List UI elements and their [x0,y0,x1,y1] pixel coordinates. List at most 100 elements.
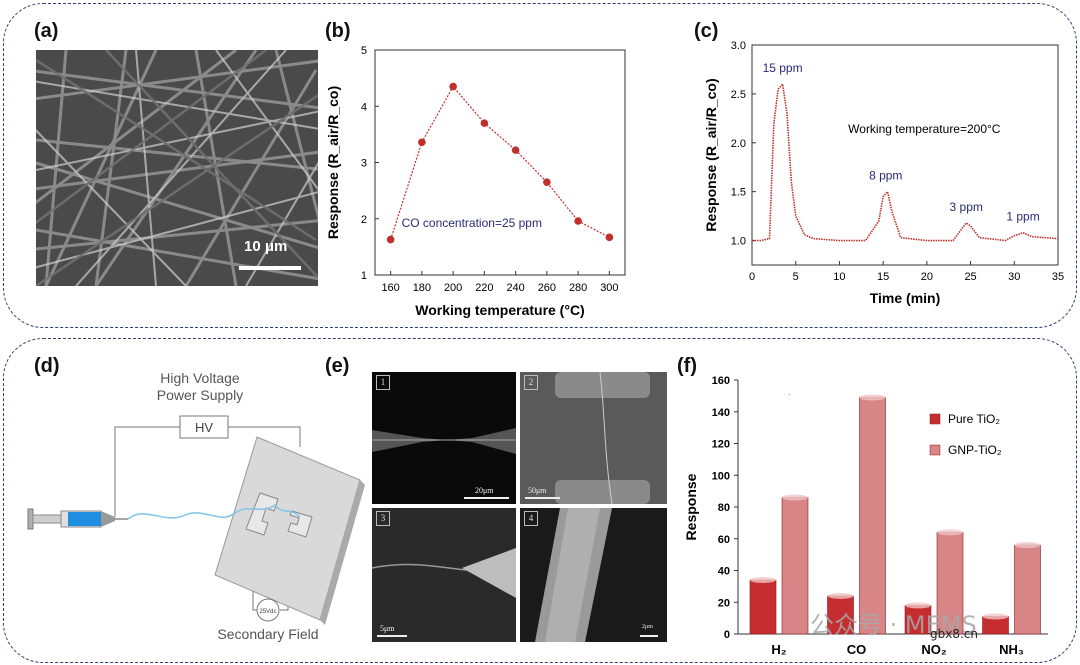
tile-2-image [555,372,650,504]
bar [859,397,886,635]
voltmeter [256,598,280,622]
y-tick-label: 1.5 [731,187,746,199]
data-point [605,233,614,242]
data-point [574,217,582,225]
y-axis-label: Response (R_air/R_co) [703,78,719,231]
bar-cap [750,577,776,584]
bar [1014,544,1041,635]
y-tick-label: 80 [718,502,730,514]
annotation: Working temperature=200°C [848,122,1001,136]
sem-fiber-texture [36,50,318,286]
data-point [543,178,551,186]
panel-label-f: (f) [677,355,697,377]
stray-dot: . [788,387,791,398]
electrode-pads [245,492,313,538]
y-tick-label: 2.0 [731,138,746,150]
collector-plate [214,436,361,621]
x-tick-label: 240 [506,282,524,294]
x-tick-label: 280 [569,282,587,294]
x-tick-label: 200 [444,282,462,294]
tile-2-scale-bar [525,497,560,499]
panel-label-a: (a) [34,20,59,42]
plot-frame [374,49,626,276]
tile-3-image [372,548,516,598]
panel-label-d: (d) [34,355,60,377]
x-tick-label: 0 [749,271,755,283]
y-tick-label: 2 [361,214,367,226]
peak-label: 8 ppm [869,169,902,183]
x-tick-label: 25 [964,271,976,283]
sem-tile-2: 2 50μm [520,372,667,504]
y-tick-label: 3 [361,158,367,170]
series-line [390,85,610,240]
x-tick-label: CO [847,642,867,657]
y-tick-label: 0 [724,629,730,641]
tile-1-scale-text: 20μm [475,486,494,495]
y-axis-label: Response (R_air/R_co) [325,86,341,239]
tile-2-number: 2 [524,375,538,390]
tile-3-number: 3 [376,511,390,526]
tile-4-number: 4 [524,511,538,526]
y-tick-label: 120 [712,439,730,451]
secondary-field-label: Secondary Field [217,626,318,642]
y-tick-label: 2.5 [731,89,746,101]
y-tick-label: 160 [712,375,730,387]
y-tick-label: 100 [712,470,730,482]
legend-label: Pure TiO₂ [948,412,1000,426]
bar-cap [827,592,854,599]
x-tick-label: 30 [1008,271,1020,283]
x-tick-label: 35 [1052,271,1064,283]
tile-4-scale-text: 2μm [642,624,653,630]
legend-swatch [929,444,941,456]
x-tick-label: 220 [475,282,493,294]
tile-3-scale-text: 5μm [380,624,395,633]
sem-scale-text: 10 μm [244,238,288,255]
supply-label-line1: High Voltage [160,370,240,386]
bar-cap [782,494,808,501]
y-axis-label: Response [683,473,699,540]
y-tick-label: 3.0 [731,40,746,52]
tile-1-scale-bar [464,497,509,499]
x-tick-label: 180 [413,282,431,294]
x-tick-label: 300 [600,282,618,294]
y-tick-label: 40 [718,566,730,578]
bar-cap [859,394,886,401]
y-tick-label: 60 [718,534,730,546]
voltmeter-label: 25Vdc [259,609,276,615]
supply-label-line2: Power Supply [157,387,243,403]
data-point [480,119,489,127]
bar [936,532,964,635]
fiber-jet [127,503,301,520]
hv-box [179,415,229,439]
panel-label-b: (b) [325,20,351,42]
bottom-frame [3,338,1077,663]
electrospinning-diagram: HV High Voltage Power Supply 25Vdc Secon… [27,370,365,642]
watermark: 公众号 · MEMS [810,611,977,639]
sem-tile-4: 4 2μm [520,508,667,642]
watermark-site: gbx8.cn [930,627,978,641]
data-point [418,138,426,147]
bar-cap [982,613,1009,620]
tile-4-image [535,508,612,642]
x-tick-label: NH₃ [999,642,1024,657]
sem-nanofiber-image: 10 μm [36,50,318,286]
chart-b: 160 180 200 220 240 260 280 300 1 2 3 4 5 Working tem… [325,45,626,318]
sem-scale-bar [239,266,301,270]
tile-1-number: 1 [376,375,390,390]
peak-label: 3 ppm [950,200,983,214]
panel-label-e: (e) [325,355,350,377]
chart-c: 0 5 10 15 20 25 30 35 1.0 1.5 2.0 2.5 3.0 15 ppm 8 ppm… [703,40,1064,306]
x-axis-label: Working temperature (°C) [415,302,584,318]
bar [749,579,777,635]
panel-label-c: (c) [694,20,719,42]
y-tick-label: 4 [361,101,367,113]
y-tick-label: 1.0 [731,236,746,248]
x-tick-label: 20 [921,271,933,283]
syringe-fluid [68,512,101,526]
tile-1-image [372,428,516,454]
data-point [386,235,395,244]
sem-tile-1: 1 20μm [372,372,516,504]
y-tick-label: 20 [718,597,730,609]
bar-cap [905,602,931,609]
legend-label: GNP-TiO₂ [948,443,1002,457]
